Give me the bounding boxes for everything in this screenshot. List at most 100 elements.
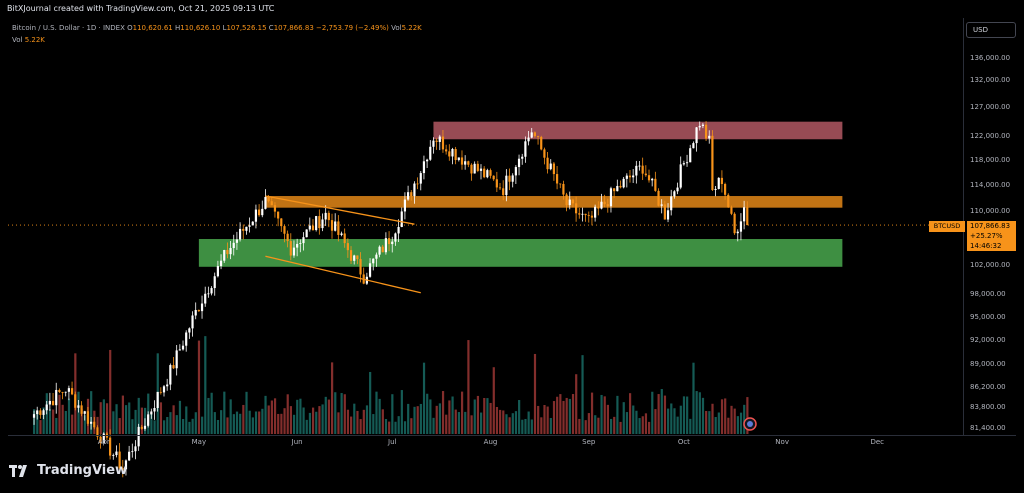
candle-body bbox=[191, 315, 194, 329]
candle-body bbox=[708, 135, 711, 139]
volume-bar bbox=[727, 417, 730, 434]
symbol-description[interactable]: Bitcoin / U.S. Dollar · 1D · INDEX bbox=[12, 24, 125, 32]
volume-bar bbox=[226, 417, 229, 434]
trendline bbox=[265, 195, 415, 225]
candle-body bbox=[470, 164, 473, 174]
time-tick-label: Dec bbox=[870, 438, 885, 446]
volume-bar bbox=[67, 398, 71, 434]
high-value: 110,626.10 bbox=[180, 24, 221, 32]
volume-bar bbox=[407, 403, 410, 434]
candle-body bbox=[356, 255, 359, 260]
volume-bar bbox=[273, 398, 277, 434]
volume-bar bbox=[676, 416, 679, 434]
volume-bar bbox=[422, 362, 426, 434]
candle-body bbox=[400, 211, 403, 228]
candle-body bbox=[505, 175, 508, 196]
volume-bar bbox=[343, 394, 346, 434]
volume-legend: Vol 5.22K bbox=[12, 36, 45, 44]
volume-bar bbox=[55, 417, 58, 434]
candle-body bbox=[181, 345, 185, 350]
volume-bar bbox=[220, 410, 223, 434]
candle-body bbox=[128, 451, 131, 461]
tradingview-logo-icon bbox=[9, 464, 27, 477]
volume-bar bbox=[384, 418, 388, 434]
candle-body bbox=[337, 221, 340, 235]
candle-body bbox=[343, 233, 346, 244]
price-tick-label: 136,000.00 bbox=[970, 54, 1011, 62]
candle-body bbox=[172, 365, 175, 369]
volume-bar bbox=[587, 413, 590, 434]
candle-body bbox=[549, 163, 552, 170]
volume-bar bbox=[632, 405, 635, 434]
time-axis-border bbox=[8, 435, 1016, 436]
currency-button[interactable]: USD bbox=[966, 22, 1016, 38]
candle-body bbox=[698, 125, 701, 128]
volume-bar bbox=[448, 400, 451, 434]
candle-body bbox=[188, 328, 191, 333]
candle-body bbox=[701, 124, 704, 126]
volume-bar bbox=[159, 402, 163, 434]
volume-bar bbox=[296, 399, 299, 434]
volume-bar bbox=[381, 409, 384, 434]
time-tick-label: May bbox=[191, 438, 207, 446]
candle-body bbox=[131, 451, 134, 453]
volume-bar bbox=[178, 400, 182, 434]
candle-body bbox=[736, 231, 739, 234]
candle-body bbox=[727, 194, 730, 208]
last-price-label: 107,866.83 +25.27% 14:46:32 bbox=[967, 221, 1016, 251]
volume-bar bbox=[562, 400, 565, 434]
volume-bar bbox=[435, 405, 438, 434]
volume-bar bbox=[299, 398, 302, 434]
volume-bar bbox=[172, 405, 175, 434]
candle-body bbox=[426, 159, 429, 162]
candle-body bbox=[143, 425, 147, 429]
volume-bar bbox=[530, 419, 533, 434]
volume-bar bbox=[39, 420, 42, 434]
volume-bar bbox=[292, 414, 296, 434]
volume-bar bbox=[362, 409, 365, 434]
volume-bar bbox=[121, 395, 124, 434]
candle-body bbox=[147, 414, 150, 426]
volume-bar bbox=[457, 412, 461, 434]
candle-body bbox=[242, 228, 245, 231]
volume-bar bbox=[581, 355, 584, 434]
volume-bar bbox=[543, 405, 546, 434]
candle-body bbox=[150, 411, 153, 415]
candle-body bbox=[267, 196, 270, 202]
candle-body bbox=[597, 206, 600, 209]
candle-body bbox=[521, 156, 524, 159]
volume-row-label[interactable]: Vol bbox=[12, 36, 23, 44]
support-zone bbox=[198, 239, 843, 267]
volume-bar bbox=[223, 391, 226, 434]
candle-body bbox=[346, 243, 349, 251]
candle-body bbox=[308, 225, 311, 230]
candle-body bbox=[235, 239, 239, 243]
volume-bar bbox=[597, 417, 600, 434]
volume-bar bbox=[486, 398, 489, 434]
candle-body bbox=[460, 157, 464, 165]
volume-bar bbox=[451, 396, 454, 434]
resistance-zone bbox=[433, 121, 843, 140]
volume-bar bbox=[48, 409, 52, 434]
trendline bbox=[265, 255, 421, 294]
tradingview-brand[interactable]: TradingView bbox=[9, 463, 127, 478]
candle-body bbox=[74, 394, 77, 408]
chart-credit: BitXJournal created with TradingView.com… bbox=[7, 4, 275, 13]
candle-body bbox=[162, 386, 166, 393]
volume-bar bbox=[242, 404, 245, 434]
price-tick-label: 95,000.00 bbox=[970, 312, 1006, 321]
candle-body bbox=[632, 175, 635, 178]
candle-body bbox=[207, 293, 210, 295]
volume-bar bbox=[245, 391, 248, 434]
volume-bar bbox=[518, 400, 521, 434]
volume-bar bbox=[556, 396, 559, 434]
volume-bar bbox=[52, 409, 55, 434]
candle-body bbox=[704, 124, 708, 139]
volume-bar bbox=[657, 394, 660, 434]
volume-bar bbox=[438, 403, 441, 434]
candle-body bbox=[498, 187, 502, 189]
volume-bar bbox=[654, 409, 657, 434]
volume-bar bbox=[71, 414, 74, 434]
volume-bar bbox=[115, 404, 118, 434]
